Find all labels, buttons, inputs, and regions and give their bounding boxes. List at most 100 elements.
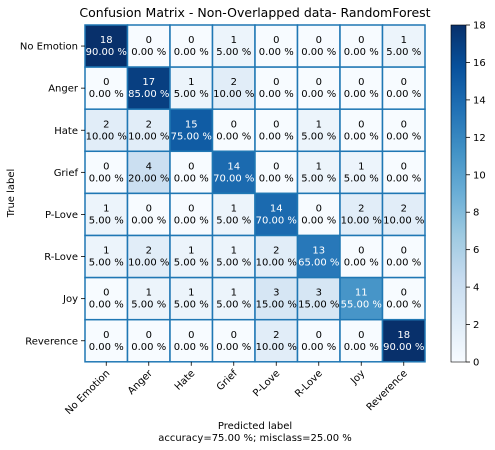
cell-percent-label: 0.00 % xyxy=(386,173,421,184)
y-tick-label: Joy xyxy=(62,294,78,305)
cell-percent-label: 0.00 % xyxy=(301,89,336,100)
x-tick-label: Anger xyxy=(126,368,155,397)
cell-count-label: 0 xyxy=(316,203,322,214)
cell-count-label: 0 xyxy=(231,330,237,341)
cell-count-label: 2 xyxy=(273,330,279,341)
cell-count-label: 1 xyxy=(103,203,109,214)
cell-percent-label: 0.00 % xyxy=(386,131,421,142)
colorbar-tick-label: 12 xyxy=(473,133,486,144)
cell-percent-label: 0.00 % xyxy=(216,131,251,142)
cell-count-label: 1 xyxy=(358,161,364,172)
colorbar-tick-label: 18 xyxy=(473,21,486,32)
cell-percent-label: 0.00 % xyxy=(344,89,379,100)
cell-percent-label: 70.00 % xyxy=(256,215,297,226)
cell-percent-label: 5.00 % xyxy=(89,215,124,226)
heatmap-cell xyxy=(381,318,426,363)
heatmap-cell xyxy=(381,150,426,195)
cell-percent-label: 5.00 % xyxy=(89,258,124,269)
cell-percent-label: 0.00 % xyxy=(259,131,294,142)
cell-percent-label: 10.00 % xyxy=(128,131,169,142)
cell-count-label: 0 xyxy=(188,35,194,46)
cell-percent-label: 0.00 % xyxy=(386,89,421,100)
cell-percent-label: 5.00 % xyxy=(216,215,251,226)
heatmap-cell xyxy=(211,234,256,279)
heatmap-cell xyxy=(169,108,214,153)
cell-count-label: 0 xyxy=(316,330,322,341)
cell-percent-label: 55.00 % xyxy=(341,300,382,311)
heatmap-cell xyxy=(211,150,256,195)
cell-percent-label: 65.00 % xyxy=(298,258,339,269)
cell-count-label: 2 xyxy=(358,203,364,214)
cell-percent-label: 10.00 % xyxy=(341,215,382,226)
x-tick-label: Joy xyxy=(348,368,367,387)
heatmap-cell xyxy=(254,234,299,279)
cell-count-label: 18 xyxy=(397,330,410,341)
cell-count-label: 0 xyxy=(273,35,279,46)
cell-count-label: 1 xyxy=(316,161,322,172)
cell-percent-label: 0.00 % xyxy=(89,89,124,100)
cell-count-label: 1 xyxy=(146,288,152,299)
cell-count-label: 13 xyxy=(312,246,325,257)
cell-percent-label: 0.00 % xyxy=(131,215,166,226)
cell-percent-label: 5.00 % xyxy=(216,47,251,58)
y-tick-label: Reverence xyxy=(25,336,78,347)
cell-percent-label: 10.00 % xyxy=(383,215,424,226)
cell-percent-label: 0.00 % xyxy=(216,342,251,353)
cell-count-label: 17 xyxy=(142,77,155,88)
cell-count-label: 0 xyxy=(103,288,109,299)
colorbar-tick-label: 8 xyxy=(473,208,479,219)
cell-percent-label: 0.00 % xyxy=(386,258,421,269)
y-tick-label: No Emotion xyxy=(20,42,78,53)
cell-percent-label: 0.00 % xyxy=(386,300,421,311)
cell-percent-label: 90.00 % xyxy=(383,342,424,353)
cell-percent-label: 5.00 % xyxy=(301,173,336,184)
cell-percent-label: 0.00 % xyxy=(89,342,124,353)
colorbar-tick-label: 6 xyxy=(473,245,479,256)
heatmap-cell xyxy=(296,150,341,195)
cell-percent-label: 10.00 % xyxy=(128,258,169,269)
heatmap-cell xyxy=(126,318,171,363)
cell-count-label: 0 xyxy=(358,330,364,341)
heatmap-cell xyxy=(254,318,299,363)
heatmap-cell xyxy=(84,318,129,363)
cell-percent-label: 0.00 % xyxy=(174,342,209,353)
y-tick-label: P-Love xyxy=(45,210,78,221)
colorbar-tick-label: 2 xyxy=(473,320,479,331)
cell-count-label: 0 xyxy=(358,119,364,130)
cell-count-label: 0 xyxy=(146,35,152,46)
cell-count-label: 2 xyxy=(231,77,237,88)
heatmap-cell xyxy=(254,108,299,153)
cell-count-label: 1 xyxy=(401,35,407,46)
x-tick-label: No Emotion xyxy=(63,368,112,417)
cell-percent-label: 0.00 % xyxy=(259,173,294,184)
x-tick-label: Hate xyxy=(173,368,198,393)
heatmap-cell xyxy=(339,150,384,195)
heatmap-cell xyxy=(296,318,341,363)
cell-percent-label: 0.00 % xyxy=(131,342,166,353)
cell-percent-label: 5.00 % xyxy=(174,258,209,269)
heatmap-cell xyxy=(381,108,426,153)
cell-count-label: 1 xyxy=(316,119,322,130)
heatmap-cell xyxy=(169,192,214,237)
cell-count-label: 0 xyxy=(103,161,109,172)
cell-percent-label: 5.00 % xyxy=(301,131,336,142)
cell-percent-label: 85.00 % xyxy=(128,89,169,100)
heatmap-cell xyxy=(84,108,129,153)
cell-count-label: 0 xyxy=(146,203,152,214)
cell-percent-label: 0.00 % xyxy=(344,342,379,353)
cell-count-label: 0 xyxy=(401,288,407,299)
cell-count-label: 18 xyxy=(100,35,113,46)
chart-title: Confusion Matrix - Non-Overlapped data- … xyxy=(79,5,430,20)
heatmap-cell xyxy=(169,150,214,195)
colorbar-ticks: 0 2 4 6 8 10 12 14 16 18 xyxy=(466,21,486,369)
cell-percent-label: 0.00 % xyxy=(89,173,124,184)
x-tick-label: Reverence xyxy=(365,368,410,413)
heatmap-cell xyxy=(126,66,171,110)
cell-count-label: 0 xyxy=(146,330,152,341)
heatmap-cell xyxy=(169,318,214,363)
cell-percent-label: 0.00 % xyxy=(344,47,379,58)
heatmap-cell xyxy=(381,66,426,110)
cell-percent-label: 10.00 % xyxy=(256,258,297,269)
cell-percent-label: 0.00 % xyxy=(174,47,209,58)
